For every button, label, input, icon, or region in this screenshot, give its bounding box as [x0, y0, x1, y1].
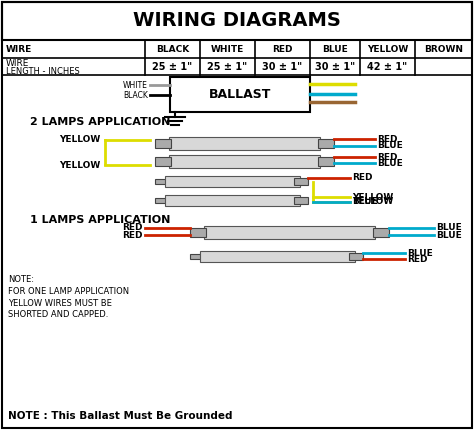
Text: RED: RED: [122, 224, 143, 233]
Bar: [155, 198, 169, 203]
Text: RED: RED: [377, 153, 398, 162]
Bar: [170, 77, 310, 112]
Text: YELLOW: YELLOW: [59, 160, 100, 169]
Text: NOTE : This Ballast Must Be Grounded: NOTE : This Ballast Must Be Grounded: [8, 411, 233, 421]
Bar: [204, 226, 375, 239]
Text: WIRE: WIRE: [6, 58, 29, 68]
Text: BLUE: BLUE: [377, 141, 403, 150]
Bar: [294, 178, 308, 185]
Text: 2 LAMPS APPLICATION: 2 LAMPS APPLICATION: [30, 117, 170, 127]
Bar: [200, 251, 355, 262]
Text: RED: RED: [407, 255, 428, 264]
Text: YELLOW: YELLOW: [367, 44, 408, 53]
Bar: [155, 139, 171, 148]
Text: 1 LAMPS APPLICATION: 1 LAMPS APPLICATION: [30, 215, 170, 225]
Text: RED: RED: [352, 173, 373, 182]
Bar: [190, 228, 206, 237]
Text: YELLOW: YELLOW: [59, 135, 100, 144]
Bar: [165, 195, 300, 206]
Text: WHITE: WHITE: [211, 44, 244, 53]
Text: RED: RED: [122, 230, 143, 240]
Text: RED: RED: [272, 44, 293, 53]
Bar: [294, 197, 308, 204]
Text: 30 ± 1": 30 ± 1": [315, 62, 355, 72]
Text: BROWN: BROWN: [424, 44, 463, 53]
Text: 42 ± 1": 42 ± 1": [367, 62, 408, 72]
Bar: [318, 157, 334, 166]
Text: BLUE: BLUE: [377, 159, 403, 168]
Text: YELLOW: YELLOW: [352, 197, 393, 206]
Bar: [155, 179, 169, 184]
Bar: [165, 176, 300, 187]
Text: BALLAST: BALLAST: [209, 88, 271, 101]
Bar: [169, 137, 320, 150]
Bar: [169, 155, 320, 168]
Text: LENGTH - INCHES: LENGTH - INCHES: [6, 67, 80, 76]
Text: BLUE: BLUE: [436, 230, 462, 240]
Text: BLACK: BLACK: [123, 90, 148, 99]
Bar: [373, 228, 389, 237]
Text: WHITE: WHITE: [123, 80, 148, 89]
Text: BLUE: BLUE: [322, 44, 348, 53]
Text: 30 ± 1": 30 ± 1": [263, 62, 302, 72]
Text: BLUE: BLUE: [352, 197, 378, 206]
Bar: [349, 253, 363, 260]
Text: WIRE: WIRE: [6, 44, 32, 53]
Text: NOTE:
FOR ONE LAMP APPLICATION
YELLOW WIRES MUST BE
SHORTED AND CAPPED.: NOTE: FOR ONE LAMP APPLICATION YELLOW WI…: [8, 275, 129, 319]
Bar: [318, 139, 334, 148]
Text: 25 ± 1": 25 ± 1": [208, 62, 247, 72]
Bar: [2, 2, 472, 40]
Bar: [190, 254, 204, 259]
Text: YELLOW: YELLOW: [352, 193, 393, 202]
Text: RED: RED: [377, 135, 398, 144]
Text: BLUE: BLUE: [436, 224, 462, 233]
Text: BLUE: BLUE: [407, 249, 433, 258]
Text: WIRING DIAGRAMS: WIRING DIAGRAMS: [133, 12, 341, 31]
Text: BLACK: BLACK: [156, 44, 189, 53]
Bar: [155, 157, 171, 166]
Text: 25 ± 1": 25 ± 1": [153, 62, 192, 72]
